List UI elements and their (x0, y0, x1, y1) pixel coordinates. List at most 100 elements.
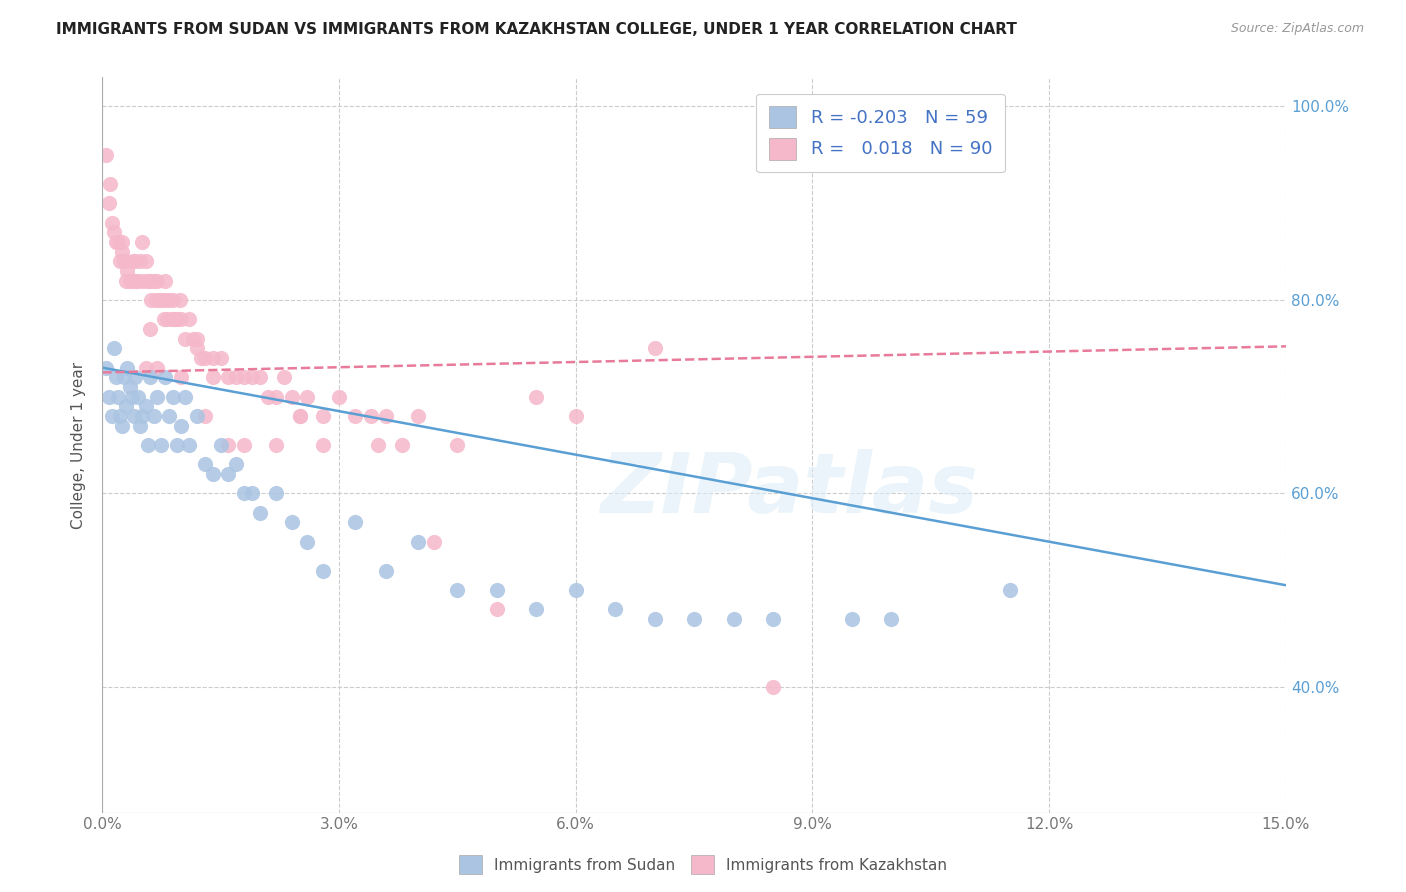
Point (257, 390, 280, 404)
Point (162, 293, 184, 307)
Point (131, 409, 153, 423)
Point (97, 390, 120, 404)
Point (644, 341, 666, 355)
Point (297, 534, 319, 549)
Point (117, 264, 139, 278)
Point (160, 312, 183, 326)
Point (174, 390, 197, 404)
Point (233, 438, 256, 452)
Point (100, 409, 122, 423)
Point (142, 409, 165, 423)
Point (122, 409, 145, 423)
Point (105, 235, 128, 249)
Point (375, 409, 398, 423)
Y-axis label: College, Under 1 year: College, Under 1 year (72, 361, 86, 529)
Point (155, 370, 177, 384)
Point (166, 312, 188, 326)
Point (201, 370, 224, 384)
Legend: R = -0.203   N = 59, R =   0.018   N = 90: R = -0.203 N = 59, R = 0.018 N = 90 (756, 94, 1005, 172)
Point (406, 409, 429, 423)
Point (177, 438, 200, 452)
Point (124, 274, 146, 288)
Point (264, 438, 287, 452)
Point (264, 390, 287, 404)
Point (762, 680, 785, 694)
Point (225, 458, 247, 472)
Point (145, 293, 167, 307)
Point (233, 486, 256, 500)
Point (129, 254, 152, 268)
Point (115, 274, 138, 288)
Point (723, 612, 745, 626)
Point (288, 409, 311, 423)
Point (194, 458, 217, 472)
Point (605, 602, 627, 616)
Point (139, 293, 162, 307)
Point (225, 370, 247, 384)
Point (97, 196, 120, 211)
Point (446, 438, 468, 452)
Point (201, 351, 224, 365)
Point (312, 564, 335, 578)
Point (96, 148, 118, 162)
Point (100, 215, 122, 229)
Point (118, 380, 141, 394)
Point (115, 254, 138, 268)
Point (122, 254, 145, 268)
Point (169, 293, 191, 307)
Point (218, 370, 240, 384)
Point (111, 244, 134, 259)
Point (146, 274, 169, 288)
Point (118, 274, 141, 288)
Point (135, 254, 157, 268)
Point (108, 254, 131, 268)
Point (107, 390, 129, 404)
Point (564, 409, 586, 423)
Point (406, 534, 429, 549)
Point (194, 351, 217, 365)
Point (117, 360, 139, 375)
Point (201, 467, 224, 481)
Point (249, 506, 271, 520)
Point (142, 274, 165, 288)
Point (115, 399, 138, 413)
Point (280, 516, 302, 530)
Point (122, 254, 145, 268)
Point (170, 312, 193, 326)
Point (841, 612, 863, 626)
Point (150, 438, 173, 452)
Point (96, 360, 118, 375)
Text: IMMIGRANTS FROM SUDAN VS IMMIGRANTS FROM KAZAKHSTAN COLLEGE, UNDER 1 YEAR CORREL: IMMIGRANTS FROM SUDAN VS IMMIGRANTS FROM… (56, 22, 1017, 37)
Point (181, 332, 204, 346)
Point (162, 390, 184, 404)
Point (135, 399, 157, 413)
Point (157, 409, 180, 423)
Point (131, 235, 153, 249)
Point (328, 390, 350, 404)
Point (112, 370, 135, 384)
Point (107, 235, 129, 249)
Point (762, 612, 785, 626)
Point (280, 390, 302, 404)
Point (564, 583, 586, 598)
Point (485, 602, 508, 616)
Point (218, 467, 240, 481)
Point (103, 225, 125, 239)
Point (148, 293, 170, 307)
Point (249, 370, 271, 384)
Point (312, 409, 335, 423)
Point (132, 274, 155, 288)
Point (111, 235, 134, 249)
Legend: Immigrants from Sudan, Immigrants from Kazakhstan: Immigrants from Sudan, Immigrants from K… (453, 849, 953, 880)
Point (683, 612, 706, 626)
Point (138, 322, 160, 336)
Point (112, 254, 135, 268)
Point (524, 390, 547, 404)
Text: Source: ZipAtlas.com: Source: ZipAtlas.com (1230, 22, 1364, 36)
Point (136, 274, 159, 288)
Point (190, 351, 212, 365)
Point (524, 602, 547, 616)
Point (209, 438, 232, 452)
Point (108, 409, 131, 423)
Point (166, 438, 188, 452)
